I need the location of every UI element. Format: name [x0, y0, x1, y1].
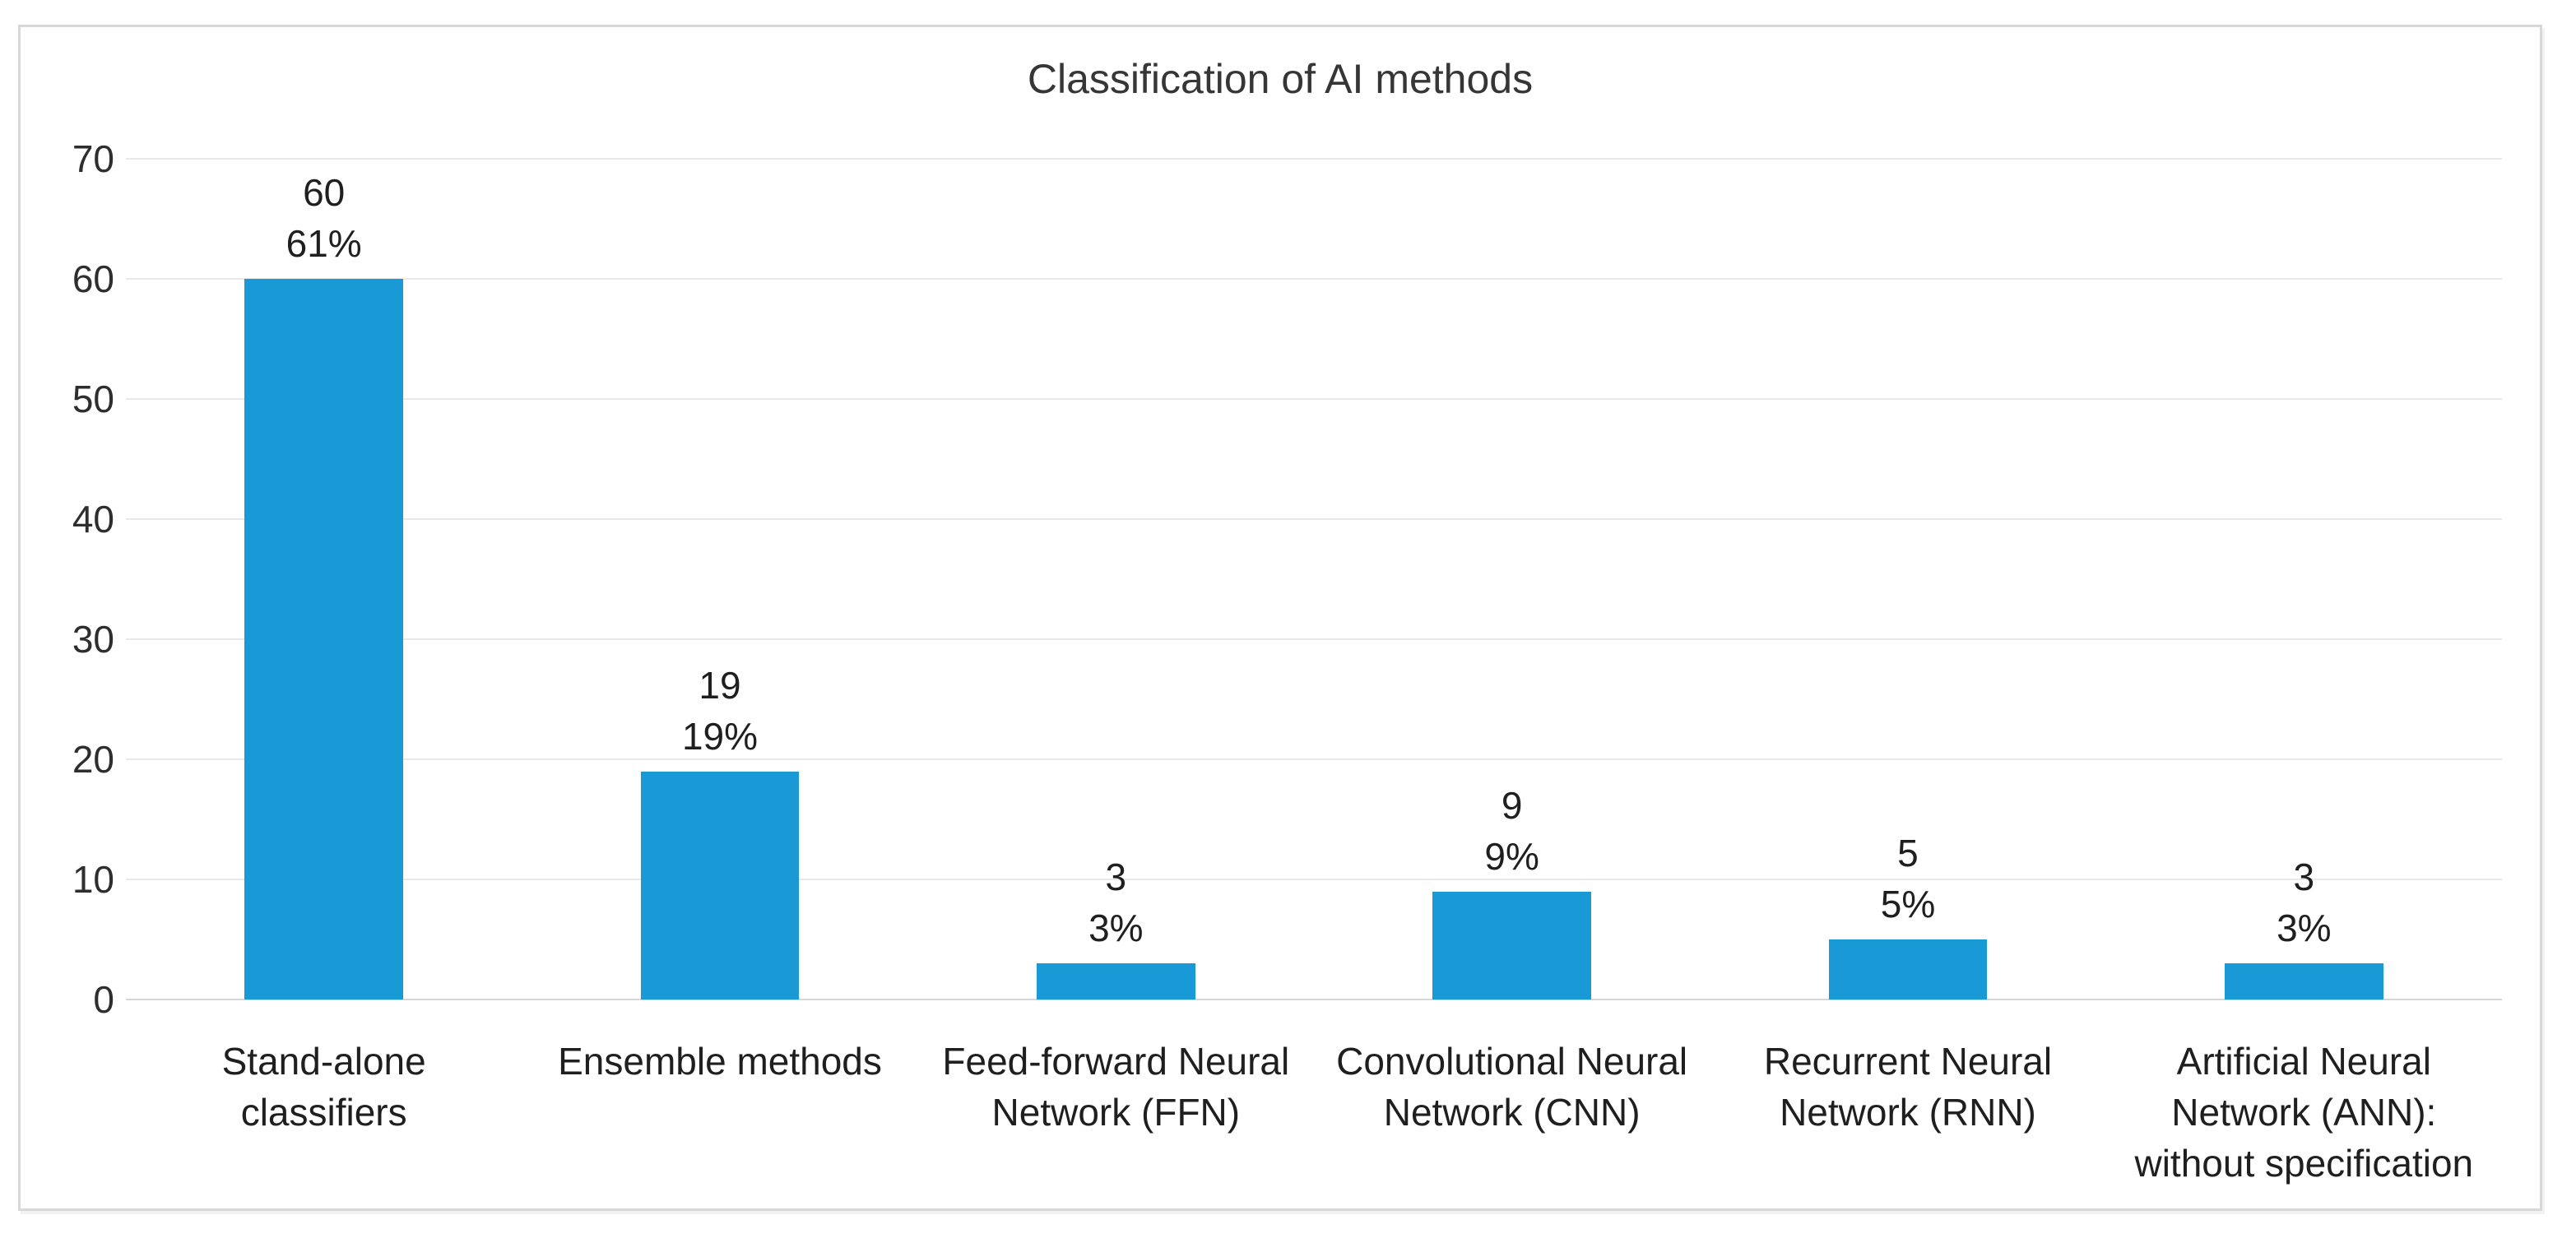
bar-slot: 9 9% — [1314, 159, 1710, 1000]
bar-percent-label: 9% — [1484, 834, 1539, 878]
bar — [2225, 963, 2383, 1000]
x-category-label: Feed-forward Neural Network (FFN) — [942, 1040, 1290, 1134]
bar-count-label: 60 — [303, 171, 346, 214]
bars-container: 60 61% 19 19% 3 3% 9 9% 5 5% 3 3% — [126, 159, 2502, 1000]
bar-data-label: 9 9% — [1484, 780, 1539, 882]
y-axis-tick-label: 30 — [72, 618, 114, 661]
bar-data-label: 19 19% — [682, 660, 758, 762]
gridline — [126, 398, 2502, 400]
x-category-label: Stand-alone classifiers — [221, 1040, 426, 1134]
y-axis-tick-label: 70 — [72, 137, 114, 180]
bar-count-label: 9 — [1501, 783, 1523, 827]
bar-slot: 3 3% — [2106, 159, 2502, 1000]
y-axis-tick-label: 60 — [72, 257, 114, 300]
y-axis: 0 10 20 30 40 50 60 70 — [21, 140, 118, 1018]
bar-count-label: 19 — [699, 663, 741, 707]
bar-data-label: 60 61% — [286, 167, 362, 269]
bar — [1432, 891, 1591, 1000]
bar-slot: 60 61% — [126, 159, 522, 1000]
bar-count-label: 5 — [1897, 832, 1919, 874]
bar-percent-label: 5% — [1880, 883, 1936, 925]
bar-percent-label: 19% — [681, 714, 759, 758]
bar-count-label: 3 — [2293, 856, 2315, 899]
y-axis-tick-label: 40 — [72, 498, 114, 540]
bar-slot: 3 3% — [918, 159, 1314, 1000]
bar-data-label: 5 5% — [1881, 828, 1935, 930]
x-category-label: Ensemble methods — [558, 1040, 882, 1083]
bar — [1037, 963, 1195, 1000]
x-axis-line — [126, 999, 2502, 1000]
bar-slot: 19 19% — [522, 159, 917, 1000]
y-axis-tick-label: 0 — [93, 978, 114, 1021]
x-category-label: Convolutional Neural Network (CNN) — [1336, 1040, 1688, 1134]
x-category-label: Artificial Neural Network (ANN): without… — [2134, 1040, 2474, 1185]
bar — [640, 771, 800, 1000]
bar-data-label: 3 3% — [1088, 851, 1143, 953]
chart-title: Classification of AI methods — [1027, 56, 1534, 102]
gridline — [126, 758, 2502, 761]
gridline — [126, 518, 2502, 521]
bar-percent-label: 3% — [2277, 907, 2332, 950]
bar-slot: 5 5% — [1710, 159, 2105, 1000]
bar-percent-label: 61% — [285, 222, 362, 265]
x-axis-category-labels: Stand-alone classifiers Ensemble methods F… — [126, 1036, 2502, 1189]
x-category-label: Recurrent Neural Network (RNN) — [1763, 1040, 2053, 1134]
gridline — [126, 158, 2502, 160]
gridline — [126, 638, 2502, 640]
gridline — [126, 278, 2502, 280]
bar-percent-label: 3% — [1088, 907, 1144, 950]
chart-frame: Classification of AI methods 0 10 20 30 40 50… — [18, 25, 2542, 1211]
bar — [244, 279, 403, 1000]
y-axis-tick-label: 20 — [72, 738, 114, 781]
plot-area: 60 61% 19 19% 3 3% 9 9% 5 5% 3 3% — [126, 158, 2502, 1000]
bar — [1828, 939, 1988, 1000]
y-axis-tick-label: 50 — [72, 378, 114, 420]
y-axis-tick-label: 10 — [72, 858, 114, 901]
bar-data-label: 3 3% — [2277, 851, 2331, 953]
bar-count-label: 3 — [1105, 856, 1127, 899]
gridline — [126, 879, 2502, 881]
